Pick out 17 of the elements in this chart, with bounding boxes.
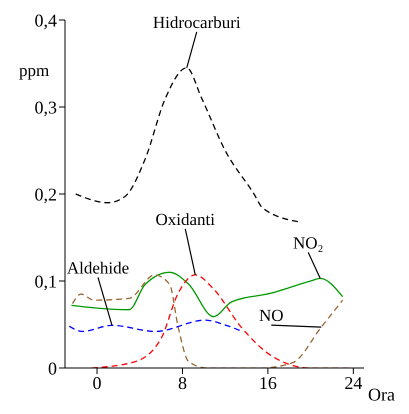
annotation: NO₂ (292, 233, 324, 252)
annotation: Hidrocarburi (152, 12, 241, 32)
y-tick-label: 0,2 (34, 184, 57, 204)
x-tick-label: 24 (344, 372, 362, 393)
x-axis-title: Ora (368, 384, 395, 404)
x-tick-label: 0 (92, 372, 102, 393)
y-tick-label: 0,1 (34, 271, 57, 292)
annotation: NO (259, 306, 284, 326)
annotation: Oxidanti (156, 210, 216, 229)
y-axis-title: ppm (19, 61, 50, 80)
x-tick-label: 8 (178, 372, 187, 393)
line-series (68, 320, 243, 332)
annotation: Aldehide (66, 258, 130, 278)
y-tick-label: 0,3 (34, 97, 57, 118)
y-tick-label: 0 (48, 358, 57, 378)
y-tick-label: 0,4 (34, 10, 57, 30)
x-tick-label: 16 (258, 372, 277, 393)
